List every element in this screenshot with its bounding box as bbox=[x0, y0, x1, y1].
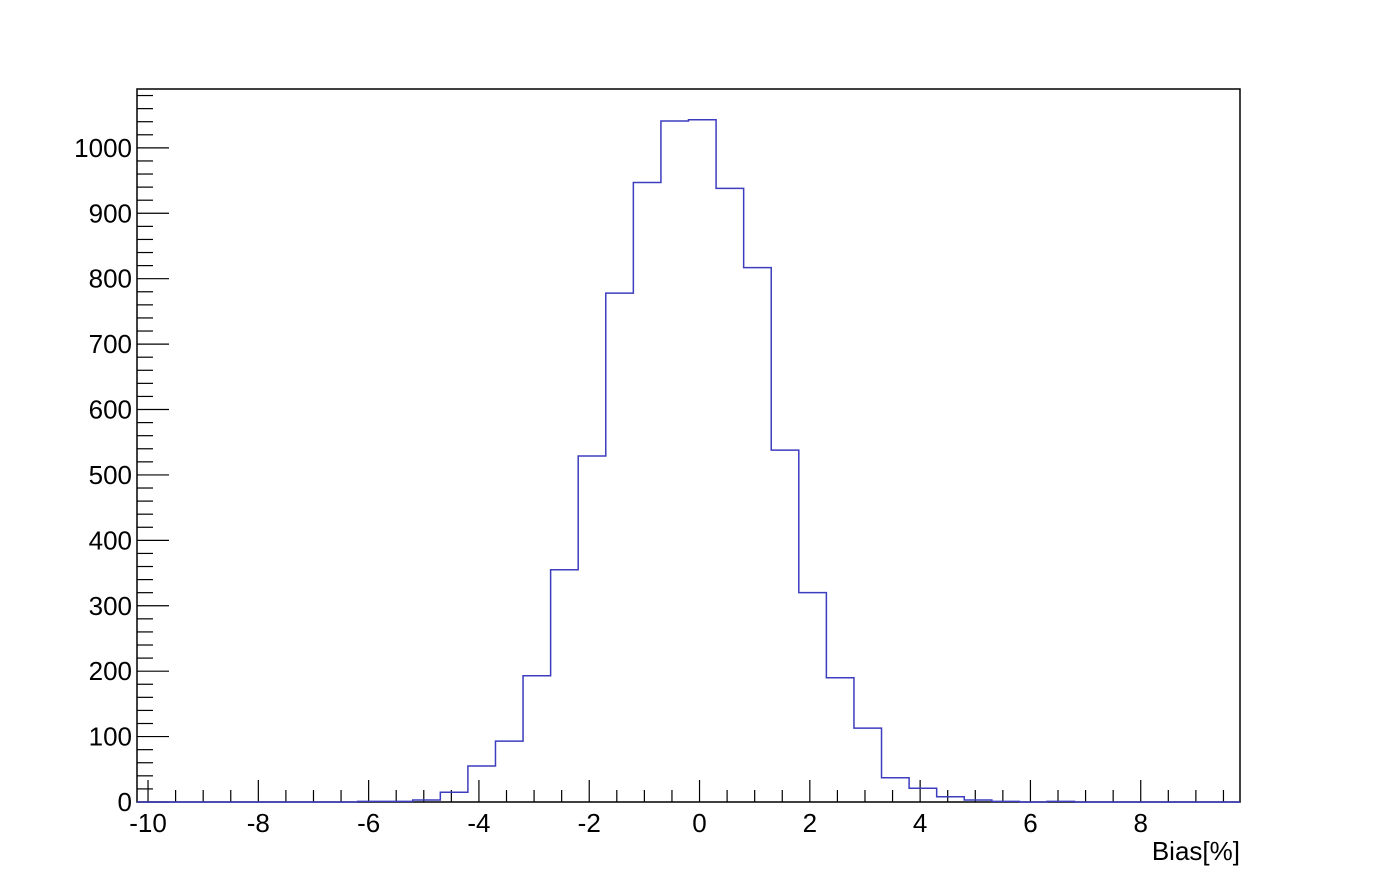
y-major-ticks bbox=[137, 147, 169, 803]
x-minor-ticks bbox=[175, 790, 1225, 802]
y-tick-label: 1000 bbox=[74, 133, 132, 163]
plot-frame bbox=[136, 88, 1241, 803]
x-tick-label: -4 bbox=[467, 808, 490, 838]
y-tick-label: 0 bbox=[118, 787, 132, 817]
y-tick-label: 100 bbox=[89, 722, 132, 752]
x-tick-label: 6 bbox=[1023, 808, 1037, 838]
histogram-series-line bbox=[137, 118, 1240, 803]
y-tick-label: 400 bbox=[89, 525, 132, 555]
x-tick-labels: -10 -8 -6 -4 -2 0 2 4 6 8 bbox=[129, 808, 1148, 838]
y-minor-ticks bbox=[137, 94, 153, 790]
x-axis-title: Bias[%] bbox=[1152, 836, 1240, 866]
x-tick-label: -6 bbox=[357, 808, 380, 838]
y-tick-label: 600 bbox=[89, 395, 132, 425]
y-tick-label: 500 bbox=[89, 460, 132, 490]
y-tick-label: 300 bbox=[89, 591, 132, 621]
x-tick-label: -8 bbox=[247, 808, 270, 838]
x-tick-label: -2 bbox=[578, 808, 601, 838]
x-tick-label: -10 bbox=[129, 808, 167, 838]
x-tick-label: 4 bbox=[913, 808, 927, 838]
y-tick-label: 800 bbox=[89, 264, 132, 294]
x-tick-label: 2 bbox=[803, 808, 817, 838]
y-tick-label: 200 bbox=[89, 656, 132, 686]
x-tick-label: 0 bbox=[692, 808, 706, 838]
y-tick-label: 700 bbox=[89, 329, 132, 359]
y-tick-labels: 0 100 200 300 400 500 600 700 800 900 1000 bbox=[74, 133, 132, 817]
x-major-ticks bbox=[147, 780, 1142, 802]
y-tick-label: 900 bbox=[89, 198, 132, 228]
x-tick-label: 8 bbox=[1133, 808, 1147, 838]
